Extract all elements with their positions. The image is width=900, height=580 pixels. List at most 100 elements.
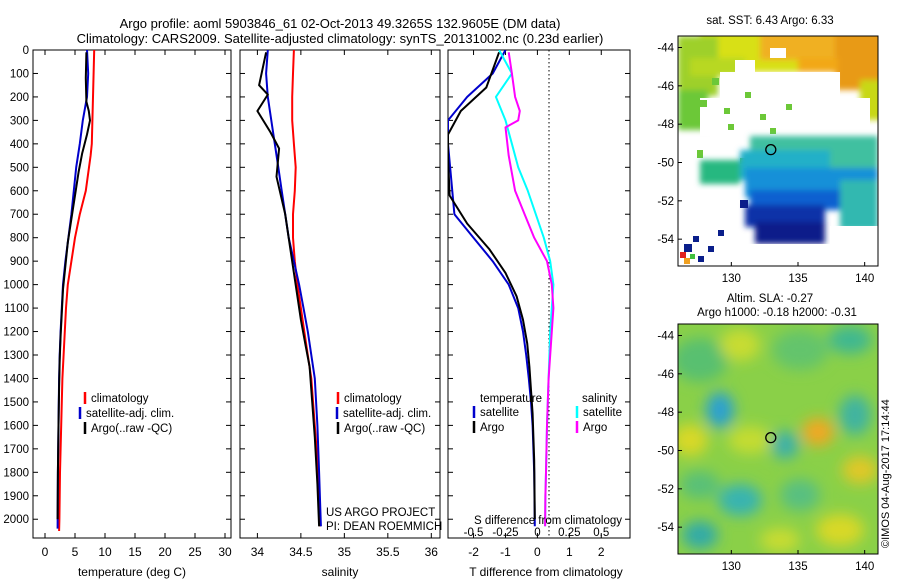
x-tick-label: 1 [566, 545, 573, 559]
y-tick-label: 1900 [3, 491, 29, 503]
sst-map: sat. SST: 6.43 Argo: 6.33 [657, 15, 879, 285]
sst-map-title: sat. SST: 6.43 Argo: 6.33 [706, 15, 833, 27]
x-tick-label: 25 [188, 545, 202, 559]
imos-timestamp: ©IMOS 04-Aug-2017 17:14:44 [880, 399, 892, 548]
y-tick-label: 1700 [3, 444, 29, 456]
difference-plot-frame [447, 49, 631, 539]
y-tick-label: 200 [10, 92, 29, 104]
temperature-plot-frame [32, 49, 232, 539]
x-tick-label: 5 [72, 545, 79, 559]
s-difference-label: S difference from climatology [474, 515, 622, 527]
x-tick-label: 0 [534, 545, 541, 559]
map-x-tick-label: 140 [855, 273, 874, 285]
map-y-tick-label: -48 [657, 119, 674, 131]
map-y-tick-label: -52 [657, 484, 674, 496]
top-x-tick-label: -0.5 [464, 527, 484, 539]
argo-location-marker [765, 432, 777, 444]
legend-temperature-heading: temperature [480, 393, 542, 405]
y-tick-label: 1200 [3, 327, 29, 339]
sla-map-title: Altim. SLA: -0.27 [727, 293, 813, 305]
legend-climatology: climatology [91, 393, 149, 405]
y-tick-label: 1500 [3, 397, 29, 409]
map-x-tick-label: 130 [722, 273, 741, 285]
map-y-tick-label: -54 [657, 522, 674, 534]
sla-map: Altim. SLA: -0.27 Argo h1000: -0.18 h200… [657, 293, 879, 573]
t-difference-label: T difference from climatology [469, 565, 623, 579]
x-tick-label: 34 [251, 545, 265, 559]
x-tick-label: 35.5 [376, 545, 400, 559]
y-tick-label: 1600 [3, 420, 29, 432]
y-tick-label: 1300 [3, 350, 29, 362]
x-tick-label: 36 [425, 545, 439, 559]
header-line2: Climatology: CARS2009. Satellite-adjuste… [77, 31, 604, 46]
salinity-xlabel: salinity [322, 565, 359, 579]
sst-white-gaps [700, 48, 870, 136]
legend-t-satellite: satellite [480, 407, 519, 419]
salinity-legend: climatology satellite-adj. clim. Argo(..… [335, 392, 431, 435]
project-annotation: US ARGO PROJECT [326, 507, 435, 519]
legend-climatology: climatology [344, 393, 402, 405]
x-tick-label: 34.5 [289, 545, 313, 559]
map-x-tick-label: 140 [855, 561, 874, 573]
sla-map-subtitle: Argo h1000: -0.18 h2000: -0.31 [697, 307, 857, 319]
map-y-tick-label: -44 [657, 331, 674, 343]
top-x-tick-label: 0.25 [558, 527, 580, 539]
map-y-tick-label: -48 [657, 407, 674, 419]
map-x-tick-label: 130 [722, 561, 741, 573]
x-tick-label: 20 [158, 545, 172, 559]
y-tick-label: 400 [10, 139, 29, 151]
map-x-tick-label: 135 [788, 561, 807, 573]
x-tick-label: 30 [218, 545, 232, 559]
series-line-argo-raw-qc- [56, 52, 91, 520]
y-tick-label: 600 [10, 186, 29, 198]
legend-s-satellite: satellite [583, 407, 622, 419]
y-tick-label: 100 [10, 68, 29, 80]
map-y-tick-label: -54 [657, 234, 674, 246]
sst-field [678, 36, 878, 266]
y-tick-label: 1000 [3, 280, 29, 292]
pi-annotation: PI: DEAN ROEMMICH [326, 521, 442, 533]
legend-satellite: satellite-adj. clim. [86, 408, 174, 420]
series-line-s-argo [504, 52, 555, 527]
map-y-tick-label: -46 [657, 369, 674, 381]
x-tick-label: -1 [500, 545, 511, 559]
map-y-tick-label: -50 [657, 158, 674, 170]
legend-s-argo: Argo [583, 422, 607, 434]
salinity-panel: 34 34.5 35 35.5 36 salinity climatology sate… [239, 49, 442, 579]
y-tick-label: 1400 [3, 373, 29, 385]
x-tick-label: 10 [98, 545, 112, 559]
difference-panel: -2 -1 0 1 2 -0.5 -0.25 0 0.25 0.5 S difference fr… [447, 49, 631, 579]
top-x-tick-label: -0.25 [492, 527, 518, 539]
argo-location-marker [765, 144, 777, 156]
x-tick-label: 0 [42, 545, 49, 559]
map-y-tick-label: -50 [657, 446, 674, 458]
x-tick-label: 15 [128, 545, 142, 559]
x-tick-label: 35 [338, 545, 352, 559]
y-tick-label: 800 [10, 233, 29, 245]
legend-satellite: satellite-adj. clim. [343, 408, 431, 420]
y-tick-label: 2000 [3, 514, 29, 526]
series-line-climatology [58, 50, 96, 532]
header-line1: Argo profile: aoml 5903846_61 02-Oct-201… [120, 16, 561, 31]
map-y-tick-label: -46 [657, 81, 674, 93]
temperature-xlabel: temperature (deg C) [78, 565, 186, 579]
legend-salinity-heading: salinity [582, 393, 617, 405]
y-tick-label: 900 [10, 256, 29, 268]
difference-legend: temperature satellite Argo salinity sate… [472, 393, 622, 434]
sst-map-frame [677, 35, 879, 267]
series-line-t-argo [448, 51, 536, 520]
sla-field [678, 324, 878, 554]
sla-map-frame [677, 323, 879, 555]
temperature-panel: 0 5 10 15 20 25 300100200300400500600700800900… [3, 45, 232, 579]
y-tick-label: 500 [10, 162, 29, 174]
x-tick-label: 2 [598, 545, 605, 559]
y-tick-label: 700 [10, 209, 29, 221]
salinity-plot-frame [239, 49, 441, 539]
series-line-argo-raw-qc- [256, 52, 321, 527]
legend-t-argo: Argo [480, 422, 504, 434]
temperature-legend: climatology satellite-adj. clim. Argo(..… [78, 392, 174, 435]
map-y-tick-label: -44 [657, 43, 674, 55]
legend-argo: Argo(..raw -QC) [91, 423, 172, 435]
y-tick-label: 300 [10, 115, 29, 127]
